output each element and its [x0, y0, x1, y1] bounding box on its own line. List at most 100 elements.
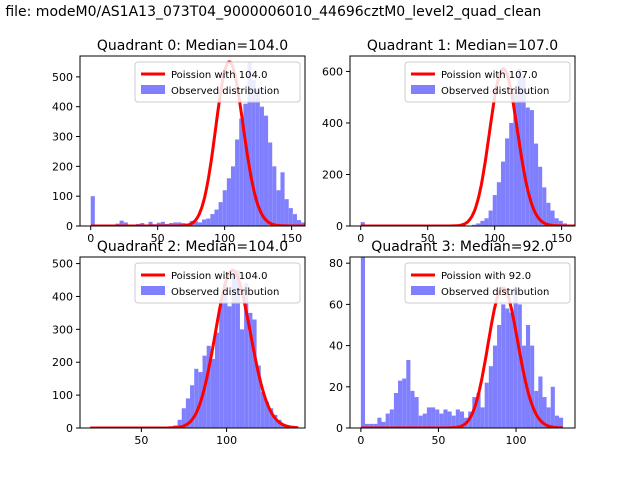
legend-box: [404, 262, 571, 304]
y-tick-label: 200: [52, 160, 73, 173]
histogram-bar: [385, 413, 390, 428]
legend-fit-label: Poission with 104.0: [171, 70, 267, 81]
histogram-bar: [418, 415, 423, 428]
histogram-bar: [309, 225, 313, 226]
x-tick-label: 150: [551, 232, 572, 245]
chart-title: Quadrant 2: Median=104.0: [97, 239, 288, 255]
histogram-bar: [472, 224, 477, 226]
histogram-bar: [252, 319, 257, 428]
histogram-bar: [492, 345, 498, 428]
y-tick-label: 100: [52, 389, 73, 402]
legend-hist-swatch: [411, 286, 435, 295]
histogram-bar: [247, 61, 252, 226]
histogram-bar: [410, 390, 415, 428]
histogram-bar: [509, 312, 514, 428]
y-tick-label: 600: [322, 65, 343, 78]
y-tick-label: 500: [52, 258, 73, 271]
chart-panel-0: 0 50 100 150 0 100 200 300 400 500 Quadrant 0: Med…: [52, 38, 313, 245]
histogram-bar: [243, 103, 248, 226]
histogram-bar: [529, 110, 534, 226]
x-tick-label: 0: [357, 232, 364, 245]
poisson-fit-line: [360, 286, 563, 428]
histogram-bar: [193, 221, 198, 226]
x-tick-label: 100: [214, 232, 235, 245]
chart-title: Quadrant 1: Median=107.0: [367, 38, 558, 54]
chart-panel-1: 0 50 100 150 0 200 400 600 Quadrant 1: Median=10…: [322, 38, 576, 245]
histogram-bar: [364, 423, 370, 428]
histogram-bar: [447, 411, 452, 428]
histogram-bar: [459, 411, 465, 428]
histogram-bar: [214, 209, 219, 226]
histogram-bar: [525, 324, 531, 428]
histogram-bar: [509, 122, 514, 226]
y-tick-label: 400: [322, 117, 343, 130]
histogram-bar: [534, 390, 539, 428]
y-tick-label: 20: [329, 381, 343, 394]
x-tick-label: 0: [87, 232, 94, 245]
histogram-bar: [538, 166, 543, 226]
histogram-bar: [484, 218, 489, 226]
histogram-bar: [173, 222, 178, 226]
histogram-bar: [119, 220, 124, 226]
poisson-fit-line: [90, 268, 299, 428]
histogram-bar: [501, 304, 506, 428]
histogram-bar: [402, 378, 407, 428]
histogram-bar: [542, 397, 547, 428]
x-tick-label: 50: [431, 434, 445, 447]
legend: Poission with 107.0 Observed distribution: [404, 61, 571, 103]
histogram-bar: [194, 368, 199, 428]
histogram-bar: [513, 287, 518, 428]
histogram-bar: [259, 106, 264, 226]
legend: Poission with 104.0 Observed distribution: [134, 61, 301, 103]
histogram-bar: [248, 312, 253, 428]
histogram-bar: [239, 118, 244, 226]
histogram-bar: [517, 304, 522, 428]
histogram-bar: [546, 202, 551, 226]
histogram-bar: [305, 224, 309, 226]
histogram-bar: [273, 414, 278, 428]
histogram-bar: [439, 413, 444, 428]
histogram-bar: [530, 345, 535, 428]
histogram-bar: [472, 397, 477, 428]
histogram-bar: [488, 366, 493, 428]
histogram-bar: [206, 218, 211, 226]
poisson-fit-line: [90, 60, 305, 226]
histogram-bar: [389, 409, 394, 428]
histogram-bar: [525, 107, 530, 226]
histogram-bar: [202, 219, 207, 226]
histogram-bar: [227, 306, 232, 428]
x-tick-label: 50: [421, 232, 435, 245]
histogram-bar: [148, 221, 153, 226]
histogram-bar: [156, 222, 161, 226]
histogram-bar: [264, 401, 270, 428]
histogram-bar: [256, 365, 261, 428]
histogram-bar: [393, 392, 399, 428]
chart-panel-2: 50 100 0 100 200 300 400 500 Quadrant 2: Median=…: [52, 239, 306, 447]
histogram-bar: [533, 143, 539, 226]
histogram-bar: [255, 88, 260, 226]
histogram-bar: [181, 408, 186, 428]
histogram-bar: [554, 415, 559, 428]
histogram-bar: [235, 270, 240, 428]
histogram-bar: [219, 299, 224, 428]
histogram-bar: [263, 115, 269, 226]
axes-frame: [79, 55, 306, 227]
histogram-bar: [455, 409, 460, 428]
histogram-bar: [301, 222, 305, 226]
x-tick-label: 100: [216, 434, 237, 447]
legend-fit-label: Poission with 92.0: [441, 271, 531, 282]
histogram-bar: [239, 329, 245, 428]
histogram-bar: [497, 324, 502, 428]
histogram-bar: [218, 202, 223, 226]
plot-area: [360, 257, 564, 428]
axes-frame: [349, 55, 576, 227]
y-tick-label: 200: [322, 168, 343, 181]
axes-frame: [349, 256, 576, 429]
histogram-bar: [431, 407, 436, 428]
legend-hist-label: Observed distribution: [171, 287, 279, 298]
histogram-bar: [426, 407, 432, 428]
histogram-bar: [398, 380, 403, 428]
histogram-bar: [226, 178, 231, 226]
histogram-bar: [505, 308, 510, 428]
